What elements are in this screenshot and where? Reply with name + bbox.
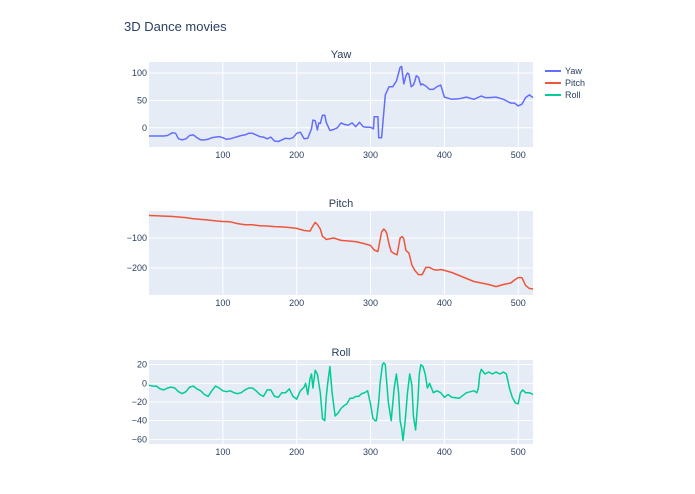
x-tick-label: 100 [215, 298, 230, 308]
subplot-yaw: 100 200 300 400 500 0 50 100 Yaw [132, 49, 533, 160]
y-tick-label: −200 [127, 263, 147, 273]
subplot-title-roll: Roll [332, 347, 351, 359]
y-tick-label: −20 [132, 397, 147, 407]
x-tick-label: 200 [289, 150, 304, 160]
x-tick-label: 500 [511, 150, 526, 160]
y-tick-label: 50 [137, 95, 147, 105]
y-tick-label: 100 [132, 68, 147, 78]
x-tick-label: 200 [289, 298, 304, 308]
figure: 3D Dance movies YawPitchRoll 100 200 300 40… [0, 0, 695, 494]
subplot-title-yaw: Yaw [331, 49, 352, 61]
x-tick-label: 400 [437, 447, 452, 457]
y-tick-label: 20 [137, 360, 147, 370]
legend-label-pitch: Pitch [565, 78, 585, 88]
chart-title: 3D Dance movies [124, 19, 227, 34]
x-tick-label: 100 [215, 447, 230, 457]
x-tick-label: 300 [363, 150, 378, 160]
legend[interactable]: Yaw Pitch Roll [545, 66, 585, 100]
y-tick-label: −60 [132, 434, 147, 444]
subplot-title-pitch: Pitch [329, 198, 353, 210]
x-tick-label: 100 [215, 150, 230, 160]
x-tick-label: 500 [511, 298, 526, 308]
x-tick-label: 400 [437, 298, 452, 308]
x-tick-label: 200 [289, 447, 304, 457]
legend-label-yaw: Yaw [565, 66, 582, 76]
legend-label-roll: Roll [565, 90, 581, 100]
y-tick-label: −40 [132, 416, 147, 426]
x-tick-label: 500 [511, 447, 526, 457]
y-tick-label: −100 [127, 233, 147, 243]
plot-background-yaw [149, 62, 533, 147]
x-tick-label: 400 [437, 150, 452, 160]
x-tick-label: 300 [363, 298, 378, 308]
y-tick-label: 0 [142, 378, 147, 388]
subplot-pitch: 100 200 300 400 500 −100 −200 Pitch [127, 198, 533, 308]
x-tick-label: 300 [363, 447, 378, 457]
y-tick-label: 0 [142, 123, 147, 133]
